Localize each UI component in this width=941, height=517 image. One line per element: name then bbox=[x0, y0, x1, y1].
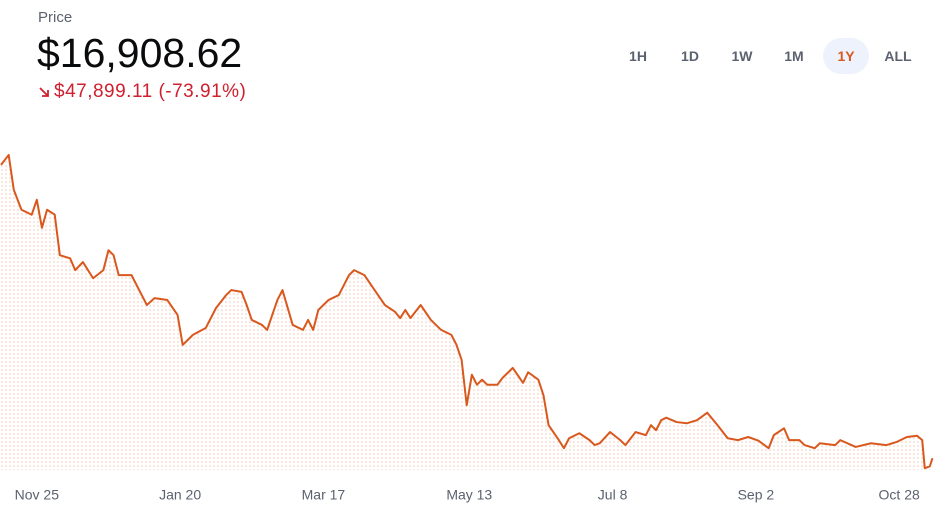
change-text: $47,899.11 (-73.91%) bbox=[54, 81, 247, 102]
range-button[interactable]: 1M bbox=[784, 48, 804, 64]
x-tick-label: Jul 8 bbox=[598, 487, 628, 503]
x-tick-label: Nov 25 bbox=[15, 487, 60, 503]
price-line bbox=[0, 153, 934, 470]
x-tick-label: May 13 bbox=[446, 487, 492, 503]
x-tick-label: Mar 17 bbox=[302, 487, 346, 503]
x-tick-label: Jan 20 bbox=[159, 487, 201, 503]
down-arrow-icon bbox=[39, 87, 49, 97]
price-area bbox=[1, 154, 933, 470]
range-button[interactable]: 1H bbox=[629, 48, 647, 64]
range-button[interactable]: 1Y bbox=[823, 38, 869, 74]
price-change: $47,899.11 (-73.91%) bbox=[38, 81, 246, 103]
x-tick-label: Sep 2 bbox=[738, 487, 775, 503]
range-button[interactable]: 1D bbox=[681, 48, 699, 64]
range-button[interactable]: ALL bbox=[884, 48, 912, 64]
range-selector: 1H 1D 1W 1M 1Y ALL bbox=[615, 38, 921, 74]
x-tick-label: Oct 28 bbox=[879, 487, 920, 503]
range-button[interactable]: 1W bbox=[731, 48, 753, 64]
price-value: $16,908.62 bbox=[37, 30, 243, 76]
price-label: Price bbox=[38, 9, 73, 26]
